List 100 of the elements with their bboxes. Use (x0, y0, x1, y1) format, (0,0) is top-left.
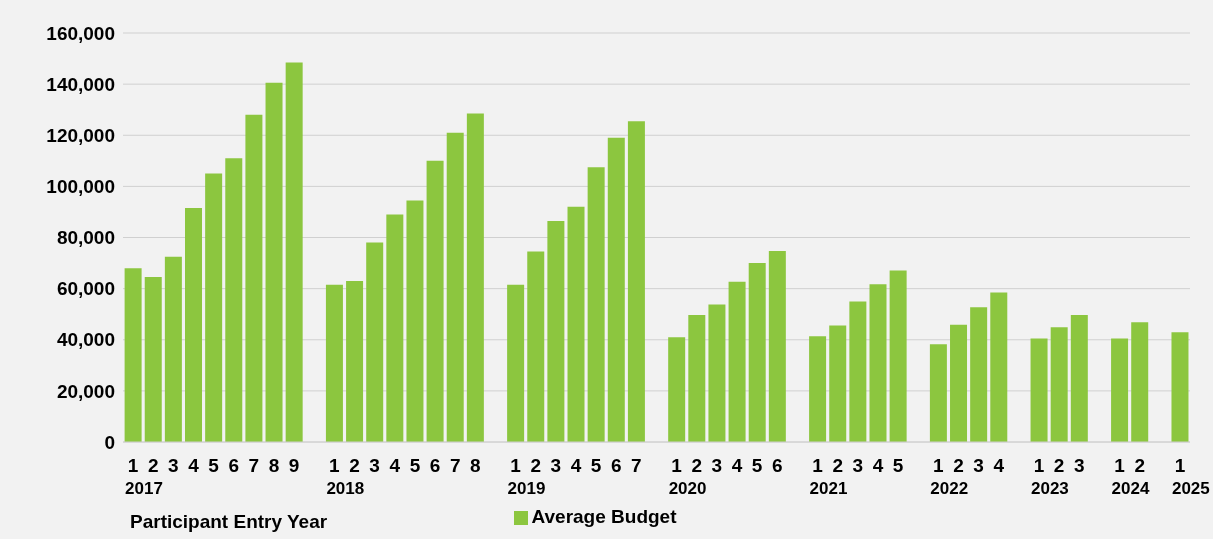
x-tick-label: 2 (1134, 455, 1145, 476)
y-tick-label: 40,000 (56, 329, 115, 351)
bar (1050, 327, 1068, 442)
text: 2023 (1031, 479, 1069, 498)
text: 2019 (507, 479, 546, 498)
y-tick-label: 120,000 (46, 124, 115, 146)
bar (285, 62, 303, 442)
bar (607, 137, 625, 442)
x-tick-label: 1 (329, 455, 341, 476)
x-tick-label: 2 (953, 455, 964, 476)
bar (990, 292, 1008, 442)
x-tick-label: 2 (691, 455, 703, 476)
x-tick-label: 5 (751, 455, 763, 476)
x-tick-label: 2 (1053, 455, 1065, 476)
bar (245, 114, 263, 442)
text: 2022 (930, 479, 969, 498)
x-tick-label: 3 (973, 455, 984, 476)
bar (809, 336, 827, 442)
x-tick-label: 7 (449, 455, 461, 476)
x-tick-label: 5 (892, 455, 904, 476)
bar (1070, 314, 1088, 442)
x-tick-label: 1 (933, 455, 945, 476)
x-tick-label: 1 (1114, 455, 1126, 476)
bar (728, 281, 746, 442)
y-tick-label: 140,000 (46, 73, 115, 95)
x-tick-label: 2 (349, 455, 360, 476)
x-tick-label: 3 (168, 455, 179, 476)
x-tick-label: 5 (590, 455, 602, 476)
x-tick-label: 4 (389, 455, 401, 476)
y-tick-label: 100,000 (46, 176, 115, 198)
x-tick-label: 7 (631, 455, 642, 476)
bar (205, 173, 223, 442)
bar (466, 113, 484, 442)
y-tick-label: 160,000 (46, 22, 115, 44)
x-tick-label: 1 (510, 455, 522, 476)
text: 2018 (326, 479, 365, 498)
x-tick-label: 5 (208, 455, 220, 476)
bar (507, 284, 525, 442)
legend-label: Average Budget (531, 506, 677, 527)
bar (325, 284, 343, 442)
x-tick-label: 3 (852, 455, 864, 476)
bar (567, 206, 585, 442)
bar (124, 268, 142, 442)
bar (587, 167, 605, 442)
bar (889, 270, 907, 442)
text: 2020 (668, 479, 707, 498)
y-tick-label: 80,000 (56, 227, 115, 249)
text: 2025 (1171, 479, 1210, 498)
x-tick-label: 1 (812, 455, 824, 476)
x-tick-label: 3 (369, 455, 380, 476)
bar (970, 307, 988, 442)
bar (386, 214, 404, 442)
x-tick-label: 1 (127, 455, 139, 476)
bar (869, 284, 887, 442)
x-tick-label: 2 (147, 455, 159, 476)
x-tick-label: 8 (268, 455, 280, 476)
bar (225, 158, 243, 442)
x-tick-label: 6 (610, 455, 622, 476)
bar (366, 242, 384, 442)
x-tick-label: 4 (570, 455, 582, 476)
bar (627, 121, 645, 442)
x-tick-label: 6 (228, 455, 240, 476)
bar (185, 208, 203, 442)
x-tick-label: 3 (711, 455, 723, 476)
y-tick-label: 20,000 (56, 380, 115, 402)
x-tick-label: 3 (550, 455, 562, 476)
bar (1030, 338, 1048, 442)
bar (849, 301, 867, 442)
x-tick-label: 2 (530, 455, 541, 476)
x-tick-label: 4 (188, 455, 200, 476)
y-tick-label: 60,000 (56, 278, 115, 300)
bar (265, 82, 283, 442)
x-tick-label: 5 (409, 455, 421, 476)
bar (1171, 332, 1189, 442)
bar (346, 280, 364, 442)
bar (164, 256, 182, 442)
bar (748, 263, 766, 442)
bar (406, 200, 424, 442)
x-tick-label: 8 (470, 455, 481, 476)
x-tick-label: 9 (288, 455, 300, 476)
bar (688, 314, 706, 442)
x-tick-label: 4 (993, 455, 1005, 476)
text: 2024 (1111, 479, 1150, 498)
x-axis-title: Participant Entry Year (130, 511, 328, 533)
bar (929, 344, 947, 442)
x-tick-label: 4 (872, 455, 884, 476)
y-tick-label: 0 (104, 431, 115, 453)
x-tick-label: 1 (671, 455, 683, 476)
bar (426, 160, 444, 442)
bar (1131, 322, 1149, 442)
bar (446, 132, 464, 442)
bar (950, 324, 968, 442)
x-tick-label: 3 (1073, 455, 1085, 476)
x-tick-label: 2 (832, 455, 843, 476)
text: 2021 (809, 479, 848, 498)
x-tick-label: 6 (772, 455, 783, 476)
x-tick-label: 4 (731, 455, 743, 476)
text: 2017 (125, 479, 163, 498)
bar (829, 325, 847, 442)
x-tick-label: 1 (1174, 455, 1186, 476)
